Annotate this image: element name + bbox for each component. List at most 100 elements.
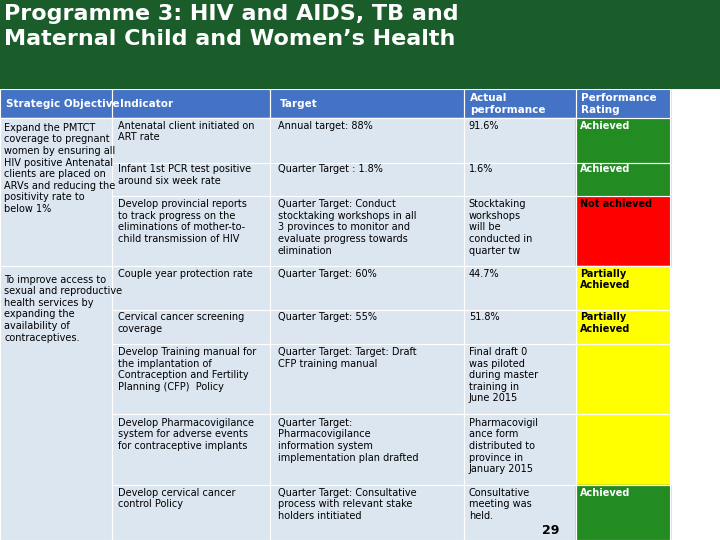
Text: Antenatal client initiated on
ART rate: Antenatal client initiated on ART rate (118, 120, 254, 142)
Text: Not achieved: Not achieved (580, 199, 652, 209)
Bar (112, 485, 270, 540)
Text: Cervical cancer screening
coverage: Cervical cancer screening coverage (118, 312, 244, 334)
Bar (270, 118, 464, 163)
Bar (464, 343, 576, 414)
Text: Infant 1st PCR test positive
around six week rate: Infant 1st PCR test positive around six … (118, 164, 251, 186)
Text: Quarter Target:
Pharmacovigilance
information system
implementation plan drafted: Quarter Target: Pharmacovigilance inform… (278, 418, 418, 463)
Bar (270, 343, 464, 414)
Bar (270, 163, 464, 195)
Bar (576, 266, 670, 310)
Text: 91.6%: 91.6% (469, 120, 500, 131)
Text: Annual target: 88%: Annual target: 88% (278, 120, 372, 131)
Bar (464, 118, 576, 163)
Bar (112, 414, 270, 485)
Bar (464, 266, 576, 310)
Text: Stocktaking
workshops
will be
conducted in
quarter tw: Stocktaking workshops will be conducted … (469, 199, 532, 255)
Text: Consultative
meeting was
held.: Consultative meeting was held. (469, 488, 531, 521)
Text: Quarter Target: 60%: Quarter Target: 60% (278, 268, 377, 279)
Bar (576, 89, 670, 118)
Bar (112, 310, 270, 343)
Bar (464, 195, 576, 266)
Bar (0, 89, 112, 118)
Bar (112, 195, 270, 266)
Text: Strategic Objective: Strategic Objective (6, 99, 120, 109)
Bar (464, 195, 576, 266)
Bar (112, 343, 270, 414)
Text: Develop provincial reports
to track progress on the
eliminations of mother-to-
c: Develop provincial reports to track prog… (118, 199, 247, 244)
Bar (576, 118, 670, 163)
Text: Quarter Target: Conduct
stocktaking workshops in all
3 provinces to monitor and
: Quarter Target: Conduct stocktaking work… (278, 199, 416, 255)
Bar (270, 414, 464, 485)
Bar (576, 163, 670, 195)
Bar (112, 343, 270, 414)
Bar (270, 195, 464, 266)
Bar (112, 266, 270, 310)
Text: Quarter Target: Consultative
process with relevant stake
holders intitiated: Quarter Target: Consultative process wit… (278, 488, 416, 521)
Bar (0, 266, 112, 540)
Bar (576, 485, 670, 540)
Text: Develop Training manual for
the implantation of
Contraception and Fertility
Plan: Develop Training manual for the implanta… (118, 347, 256, 392)
Text: Indicator: Indicator (120, 99, 173, 109)
Bar (464, 89, 576, 118)
Bar (270, 266, 464, 310)
Bar (112, 163, 270, 195)
Bar (270, 89, 464, 118)
Bar (576, 414, 670, 485)
Bar (464, 266, 576, 310)
Bar (270, 163, 464, 195)
Bar (576, 343, 670, 414)
Bar (270, 310, 464, 343)
Text: Final draft 0
was piloted
during master
training in
June 2015: Final draft 0 was piloted during master … (469, 347, 538, 403)
Text: Performance
Rating: Performance Rating (580, 93, 657, 114)
Bar (576, 343, 670, 414)
Bar (464, 163, 576, 195)
Text: 44.7%: 44.7% (469, 268, 500, 279)
Text: Pharmacovigil
ance form
distributed to
province in
January 2015: Pharmacovigil ance form distributed to p… (469, 418, 538, 474)
Bar (270, 414, 464, 485)
Bar (112, 118, 270, 163)
Bar (112, 414, 270, 485)
Bar (270, 118, 464, 163)
Text: Partially
Achieved: Partially Achieved (580, 312, 630, 334)
Text: Couple year protection rate: Couple year protection rate (118, 268, 253, 279)
Text: 29: 29 (542, 524, 559, 537)
Bar (0, 266, 112, 540)
Text: Achieved: Achieved (580, 488, 630, 497)
Bar (270, 195, 464, 266)
Bar (576, 89, 670, 118)
Bar (112, 89, 270, 118)
Bar (112, 266, 270, 310)
Bar (576, 163, 670, 195)
Text: Develop cervical cancer
control Policy: Develop cervical cancer control Policy (118, 488, 235, 509)
Bar (464, 89, 576, 118)
Bar (464, 118, 576, 163)
Bar (576, 485, 670, 540)
Bar (576, 310, 670, 343)
Bar (464, 414, 576, 485)
Text: 51.8%: 51.8% (469, 312, 500, 322)
Bar (112, 163, 270, 195)
Text: Programme 3: HIV and AIDS, TB and
Maternal Child and Women’s Health: Programme 3: HIV and AIDS, TB and Matern… (4, 4, 458, 49)
Text: Quarter Target: 55%: Quarter Target: 55% (278, 312, 377, 322)
Bar (112, 89, 270, 118)
Text: Achieved: Achieved (580, 164, 630, 174)
Bar (112, 310, 270, 343)
Bar (270, 310, 464, 343)
Bar (112, 195, 270, 266)
Bar (576, 195, 670, 266)
Bar (270, 485, 464, 540)
Bar (576, 195, 670, 266)
Text: Expand the PMTCT
coverage to pregnant
women by ensuring all
HIV positive Antenat: Expand the PMTCT coverage to pregnant wo… (4, 123, 116, 214)
Bar (270, 266, 464, 310)
Bar (0, 89, 112, 118)
Text: Actual
performance: Actual performance (470, 93, 546, 114)
Text: Quarter Target : 1.8%: Quarter Target : 1.8% (278, 164, 382, 174)
Bar (464, 414, 576, 485)
Bar (270, 343, 464, 414)
Bar (464, 485, 576, 540)
Bar (270, 485, 464, 540)
Bar (464, 310, 576, 343)
Bar (576, 414, 670, 485)
Bar (576, 266, 670, 310)
Text: Develop Pharmacovigilance
system for adverse events
for contraceptive implants: Develop Pharmacovigilance system for adv… (118, 418, 254, 451)
